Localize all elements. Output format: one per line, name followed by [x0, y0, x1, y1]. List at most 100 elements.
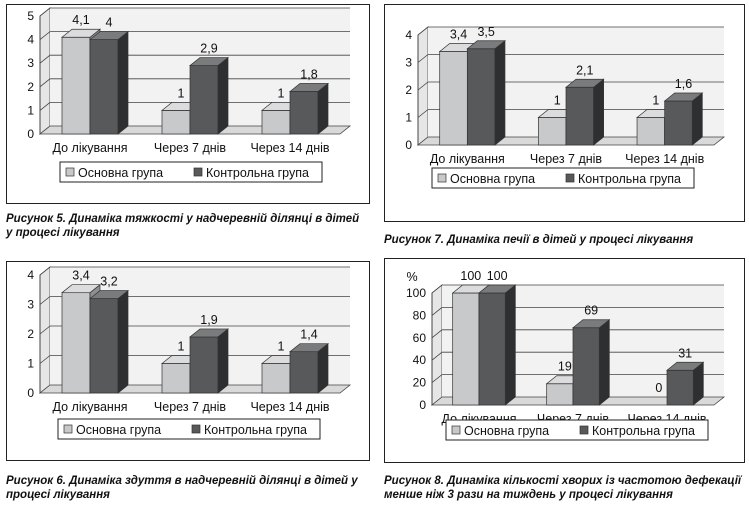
bar-front	[452, 292, 480, 406]
gridline	[39, 102, 350, 111]
data-label: 31	[678, 346, 692, 360]
bar-top	[478, 284, 517, 294]
y-tick-label: 3	[405, 56, 412, 70]
gridline	[39, 325, 350, 335]
legend-swatch	[193, 167, 203, 177]
gridline	[39, 296, 350, 305]
legend-entry: Основна група	[78, 166, 163, 180]
data-label: 2,1	[576, 63, 593, 77]
y-tick-label: 4	[27, 33, 34, 47]
bar-side	[598, 318, 610, 406]
legend-swatch	[451, 425, 461, 435]
data-label: 100	[460, 269, 481, 283]
y-tick-label: 0	[27, 127, 34, 141]
x-category-label: Через 14 днів	[250, 400, 329, 414]
data-label: 3,2	[100, 275, 117, 289]
data-label: 100	[487, 269, 508, 283]
y-tick-label: 0	[419, 398, 426, 412]
y-tick-label: 4	[27, 268, 34, 282]
data-label: 1	[278, 86, 285, 100]
y-unit-label: %	[406, 270, 417, 284]
bar-front	[89, 298, 119, 394]
y-tick-label: 80	[413, 308, 427, 322]
x-category-label: До лікування	[430, 152, 505, 166]
legend-entry: Основна група	[464, 424, 549, 438]
legend-entry: Основна група	[450, 172, 535, 186]
data-label: 19	[558, 360, 572, 374]
x-category-label: Через 14 днів	[625, 152, 704, 166]
data-label: 1,6	[675, 77, 692, 91]
y-tick-label: 100	[406, 286, 426, 300]
data-label: 3,4	[450, 28, 467, 42]
y-tick-label: 4	[405, 28, 412, 42]
data-label: 1	[278, 340, 285, 354]
bar-top	[61, 284, 101, 294]
bar-front	[61, 292, 91, 394]
gridline	[417, 26, 724, 36]
bar-front	[666, 369, 694, 406]
bar-top	[663, 92, 704, 102]
legend-entry: Контрольна група	[206, 166, 309, 180]
y-tick-label: 0	[27, 386, 34, 400]
data-label: 4	[106, 16, 113, 30]
gridline	[417, 109, 724, 118]
bar-top	[572, 319, 611, 329]
bar-top	[61, 28, 101, 38]
bar-front	[546, 383, 574, 406]
bar-front	[636, 117, 666, 146]
bar-top	[666, 361, 705, 371]
bar-front	[289, 351, 319, 394]
figure-caption: Рисунок 7. Динаміка печії в дітей у проц…	[384, 234, 694, 246]
gridline	[431, 351, 724, 361]
legend-entry: Основна група	[76, 423, 161, 437]
x-category-label: Через 7 днів	[530, 152, 603, 166]
legend-swatch	[437, 173, 447, 183]
gridline	[39, 266, 350, 276]
x-category-label: Через 7 днів	[154, 400, 227, 414]
bar-top	[189, 328, 229, 338]
legend-swatch	[65, 167, 75, 177]
data-label: 1	[652, 94, 659, 108]
bar-front	[572, 327, 600, 406]
x-category-label: Через 7 днів	[154, 141, 227, 155]
bar-top	[89, 31, 129, 40]
bar-top	[189, 57, 229, 66]
data-label: 69	[584, 304, 598, 318]
gridline	[39, 31, 350, 40]
y-tick-label: 3	[27, 298, 34, 312]
side-wall	[431, 284, 443, 406]
x-category-label: Через 14 днів	[250, 141, 329, 155]
bar-side	[504, 284, 516, 406]
gridline	[39, 355, 350, 364]
bar-front	[89, 39, 119, 135]
gridline	[431, 284, 724, 294]
x-category-label: До лікування	[53, 400, 128, 414]
y-tick-label: 20	[413, 376, 427, 390]
gridline	[39, 78, 350, 88]
figure-caption: Рисунок 6. Динаміка здуття в надчеревній…	[6, 475, 358, 501]
bar-top	[565, 78, 605, 88]
bar-front	[189, 336, 219, 394]
y-tick-label: 40	[413, 353, 427, 367]
legend-box	[431, 167, 695, 189]
legend-box	[57, 418, 321, 440]
data-label: 1	[178, 340, 185, 354]
gridline	[39, 7, 350, 17]
data-label: 0	[655, 381, 662, 395]
gridline	[431, 329, 724, 339]
y-tick-label: 1	[27, 357, 34, 371]
y-tick-label: 2	[27, 80, 34, 94]
legend-swatch	[565, 173, 575, 183]
figure-caption: Рисунок 8. Динаміка кількості хворих із …	[384, 475, 742, 501]
gridline	[417, 81, 724, 91]
y-tick-label: 1	[27, 103, 34, 117]
y-tick-label: 2	[405, 83, 412, 97]
bar-front	[161, 363, 191, 394]
bar-top	[466, 40, 506, 50]
y-tick-label: 2	[27, 327, 34, 341]
x-category-label: До лікування	[53, 141, 128, 155]
